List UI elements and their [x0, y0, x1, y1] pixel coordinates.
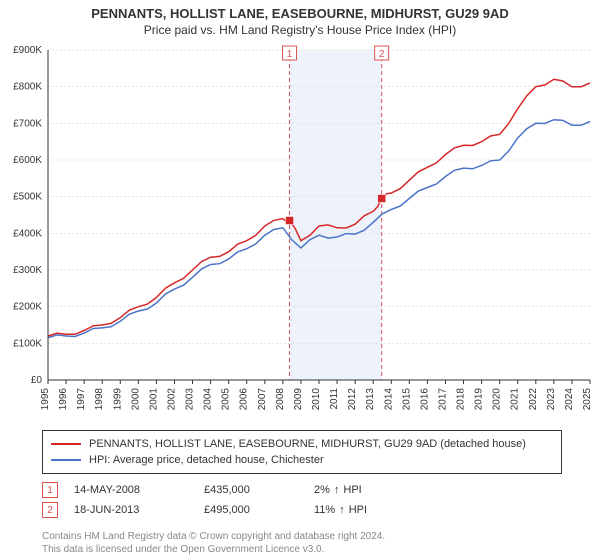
legend-swatch	[51, 459, 81, 461]
svg-text:1: 1	[287, 49, 293, 60]
svg-text:2015: 2015	[401, 388, 412, 411]
marker-price: £495,000	[204, 504, 314, 516]
legend-swatch	[51, 443, 81, 445]
footer-attribution: Contains HM Land Registry data © Crown c…	[42, 531, 562, 556]
svg-text:2008: 2008	[275, 388, 286, 411]
svg-text:2021: 2021	[510, 388, 521, 411]
svg-text:2022: 2022	[528, 388, 539, 411]
svg-text:2019: 2019	[474, 388, 485, 411]
svg-text:2007: 2007	[257, 388, 268, 411]
svg-text:2000: 2000	[130, 388, 141, 411]
sale-marker-row: 1 14-MAY-2008 £435,000 2% ↑ HPI	[42, 480, 562, 500]
legend-label: PENNANTS, HOLLIST LANE, EASEBOURNE, MIDH…	[89, 438, 526, 450]
svg-text:1996: 1996	[58, 388, 69, 411]
svg-text:£500K: £500K	[13, 192, 42, 203]
svg-text:£300K: £300K	[13, 265, 42, 276]
marker-delta: 11% ↑ HPI	[314, 504, 367, 516]
legend-item: PENNANTS, HOLLIST LANE, EASEBOURNE, MIDH…	[51, 436, 553, 452]
chart-title: PENNANTS, HOLLIST LANE, EASEBOURNE, MIDH…	[0, 0, 600, 21]
marker-delta-label: HPI	[349, 504, 367, 516]
marker-date: 14-MAY-2008	[74, 484, 204, 496]
marker-delta-pct: 2%	[314, 484, 330, 496]
sale-markers-table: 1 14-MAY-2008 £435,000 2% ↑ HPI 2 18-JUN…	[42, 480, 562, 520]
svg-text:2024: 2024	[564, 388, 575, 411]
svg-text:2003: 2003	[185, 388, 196, 411]
svg-text:2018: 2018	[456, 388, 467, 411]
svg-text:2010: 2010	[311, 388, 322, 411]
svg-text:2025: 2025	[582, 388, 593, 411]
svg-text:1995: 1995	[40, 388, 51, 411]
legend: PENNANTS, HOLLIST LANE, EASEBOURNE, MIDH…	[42, 430, 562, 474]
marker-delta: 2% ↑ HPI	[314, 484, 362, 496]
svg-text:2004: 2004	[203, 388, 214, 411]
svg-text:1997: 1997	[76, 388, 87, 411]
footer-line: This data is licensed under the Open Gov…	[42, 544, 562, 557]
svg-text:£600K: £600K	[13, 155, 42, 166]
chart-area: £0 £100K £200K £300K £400K £500K £600K £700K £80…	[0, 44, 600, 424]
svg-text:2023: 2023	[546, 388, 557, 411]
marker-date: 18-JUN-2013	[74, 504, 204, 516]
marker-delta-label: HPI	[343, 484, 361, 496]
svg-text:2013: 2013	[365, 388, 376, 411]
svg-text:2016: 2016	[419, 388, 430, 411]
svg-text:2006: 2006	[239, 388, 250, 411]
sale-marker-row: 2 18-JUN-2013 £495,000 11% ↑ HPI	[42, 500, 562, 520]
marker-badge: 1	[42, 482, 58, 498]
marker-delta-pct: 11%	[314, 504, 335, 516]
svg-text:1999: 1999	[112, 388, 123, 411]
footer-line: Contains HM Land Registry data © Crown c…	[42, 531, 562, 544]
svg-text:2: 2	[379, 49, 385, 60]
svg-text:£200K: £200K	[13, 302, 42, 313]
svg-text:£100K: £100K	[13, 338, 42, 349]
svg-text:1998: 1998	[94, 388, 105, 411]
line-chart: £0 £100K £200K £300K £400K £500K £600K £700K £80…	[0, 44, 600, 424]
svg-text:£900K: £900K	[13, 45, 42, 56]
svg-text:£400K: £400K	[13, 228, 42, 239]
svg-text:£800K: £800K	[13, 82, 42, 93]
svg-text:2014: 2014	[383, 388, 394, 411]
svg-text:£700K: £700K	[13, 118, 42, 129]
chart-subtitle: Price paid vs. HM Land Registry's House …	[0, 21, 600, 37]
marker-price: £435,000	[204, 484, 314, 496]
svg-text:2011: 2011	[329, 388, 340, 410]
marker-badge: 2	[42, 502, 58, 518]
svg-text:2012: 2012	[347, 388, 358, 411]
svg-text:2001: 2001	[148, 388, 159, 411]
svg-text:£0: £0	[31, 375, 43, 386]
arrow-up-icon: ↑	[334, 484, 340, 496]
svg-text:2005: 2005	[221, 388, 232, 411]
svg-text:2009: 2009	[293, 388, 304, 411]
svg-text:2020: 2020	[492, 388, 503, 411]
arrow-up-icon: ↑	[339, 504, 345, 516]
legend-label: HPI: Average price, detached house, Chic…	[89, 454, 324, 466]
svg-text:2017: 2017	[437, 388, 448, 411]
svg-text:2002: 2002	[166, 388, 177, 411]
legend-item: HPI: Average price, detached house, Chic…	[51, 452, 553, 468]
